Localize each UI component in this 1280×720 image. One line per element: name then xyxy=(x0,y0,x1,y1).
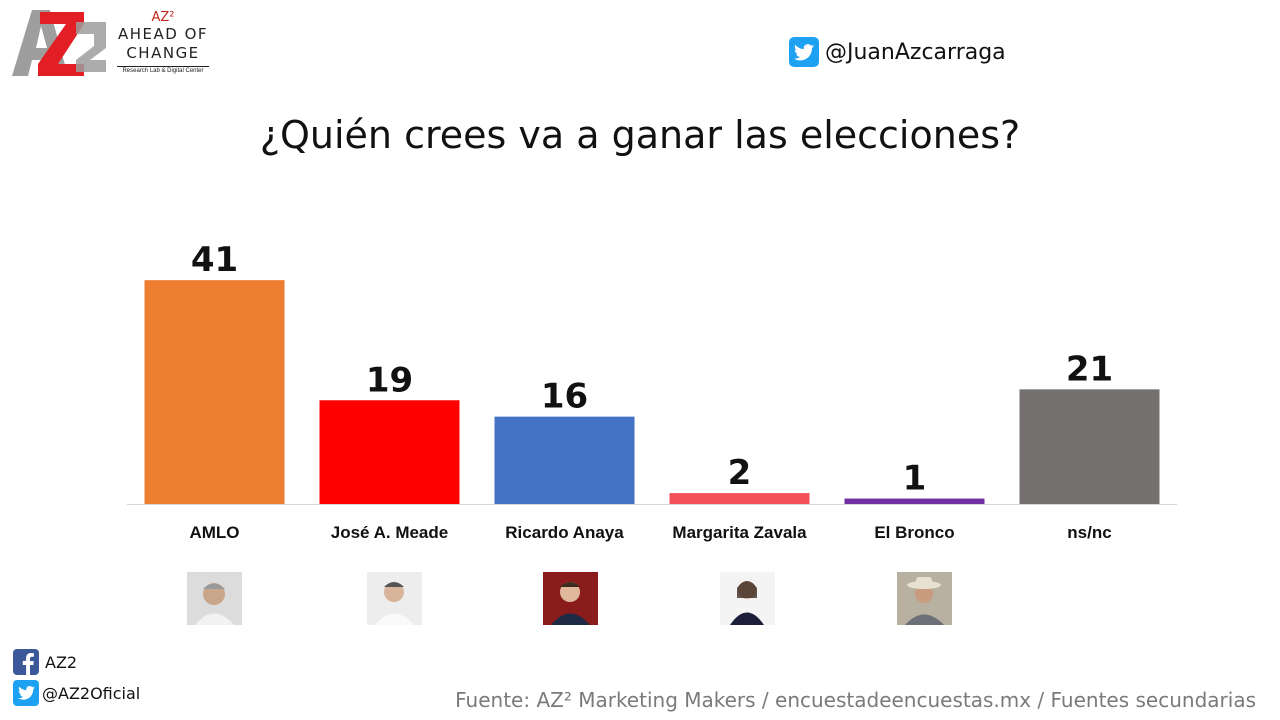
bar xyxy=(844,498,985,504)
twitter-handle-text: @JuanAzcarraga xyxy=(825,39,1006,65)
facebook-icon xyxy=(13,649,39,675)
az2-logo: AZ² AHEAD OF CHANGE Research Lab & Digit… xyxy=(10,8,209,80)
logo-line-2: CHANGE xyxy=(126,44,200,62)
photo-bronco xyxy=(897,572,952,625)
bar xyxy=(319,400,460,504)
category-label: El Bronco xyxy=(874,523,954,542)
data-label: 41 xyxy=(191,240,238,280)
logo-subtitle: Research Lab & Digital Center xyxy=(117,66,209,74)
bar xyxy=(144,280,285,504)
category-label: Margarita Zavala xyxy=(672,523,807,542)
bar xyxy=(1019,389,1160,504)
category-label: ns/nc xyxy=(1067,523,1111,542)
category-label: AMLO xyxy=(189,523,239,542)
photo-meade xyxy=(367,572,422,625)
photo-zavala xyxy=(720,572,775,625)
twitter-icon xyxy=(789,37,819,67)
bar xyxy=(494,416,635,504)
bar xyxy=(669,493,810,504)
twitter-label: @AZ2Oficial xyxy=(42,683,141,703)
facebook-label: AZ2 xyxy=(45,652,78,672)
bar-chart: 41 AMLO 19 José A. Meade 16 Ricardo Anaya 2 Mar… xyxy=(127,240,1177,542)
az2-logo-mark xyxy=(12,10,106,76)
source-note: Fuente: AZ² Marketing Makers / encuestad… xyxy=(455,688,1256,712)
data-label: 19 xyxy=(366,360,413,400)
chart-title: ¿Quién crees va a ganar las elecciones? xyxy=(259,113,1021,157)
data-label: 21 xyxy=(1066,349,1113,389)
category-label: Ricardo Anaya xyxy=(505,523,624,542)
photo-amlo xyxy=(187,572,242,625)
photo-anaya xyxy=(543,572,598,625)
category-label: José A. Meade xyxy=(331,523,448,542)
data-label: 2 xyxy=(728,453,752,493)
logo-az2-text: AZ² xyxy=(151,10,175,25)
twitter-handle-top[interactable]: @JuanAzcarraga xyxy=(789,37,1006,67)
twitter-icon xyxy=(13,680,39,706)
data-label: 16 xyxy=(541,377,588,417)
data-label: 1 xyxy=(903,459,927,499)
facebook-link[interactable]: AZ2 xyxy=(13,649,77,675)
logo-line-1: AHEAD OF xyxy=(117,25,209,43)
twitter-link-bottom[interactable]: @AZ2Oficial xyxy=(13,680,140,706)
